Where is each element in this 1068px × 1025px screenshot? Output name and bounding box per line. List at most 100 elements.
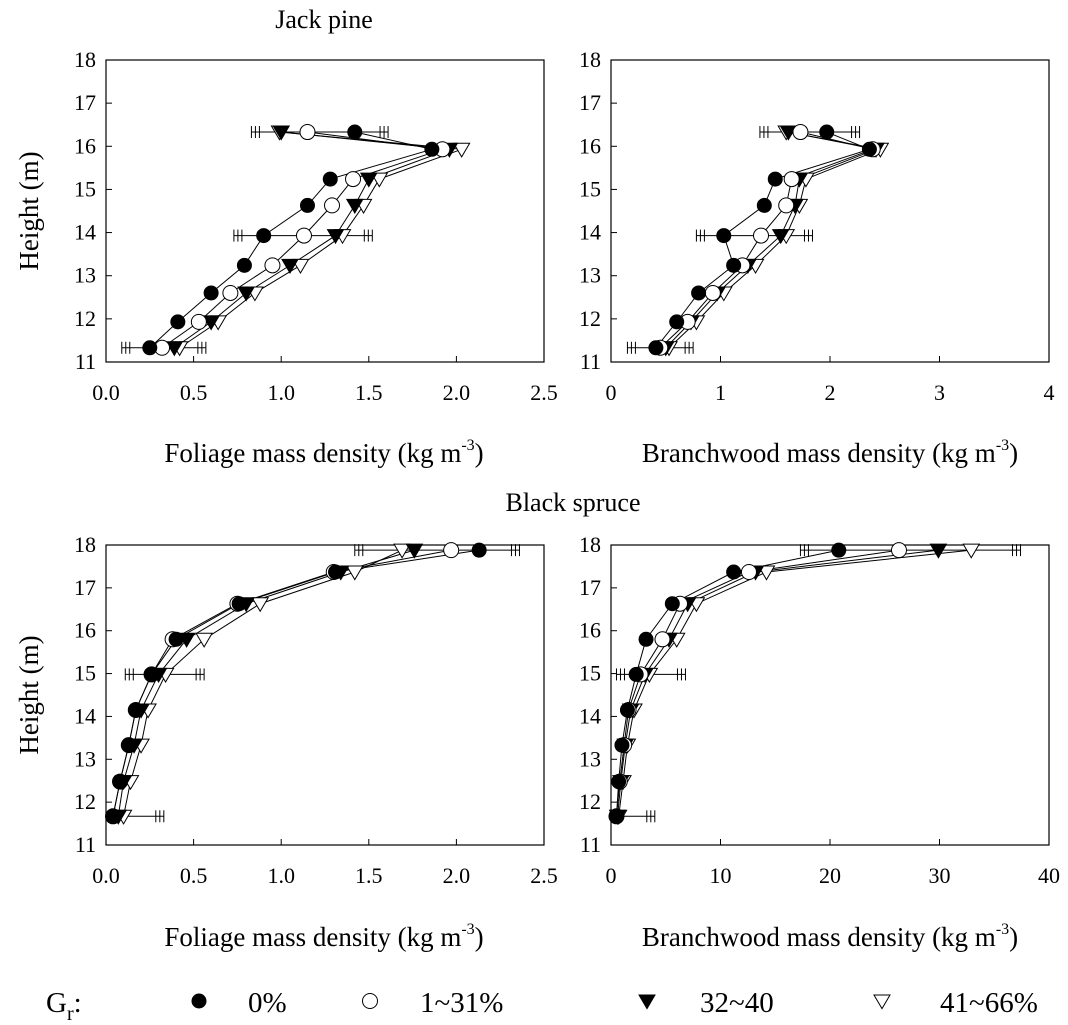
data-point [322, 171, 338, 187]
data-point [190, 313, 207, 330]
data-point [962, 543, 981, 559]
x-tick-label: 30 [929, 863, 951, 888]
data-point [608, 808, 624, 824]
series-line-1 [149, 131, 433, 349]
x-axis-label-main: Branchwood mass density (kg m [642, 922, 996, 952]
y-tick-label: 14 [74, 703, 96, 728]
x-axis-label: Foliage mass density (kg m-3) [164, 921, 483, 952]
y-tick-label: 18 [579, 532, 601, 557]
x-tick-label: 0.0 [92, 380, 120, 405]
data-point [740, 564, 757, 580]
x-tick-label: 2 [825, 380, 836, 405]
data-point [611, 774, 627, 790]
x-axis-label-superscript: -3 [461, 437, 474, 454]
y-tick-label: 15 [74, 661, 96, 686]
y-tick-label: 13 [74, 746, 96, 771]
data-point [121, 737, 137, 753]
legend-title: Gr: [46, 987, 82, 1025]
legend-marker-3 [638, 994, 656, 1010]
plot-frame [610, 544, 1050, 846]
x-tick-label: 1.5 [355, 863, 383, 888]
panel-4: 11 12 13 14 15 16 17 18 0 10 20 30 40 Branchwood mass… [579, 532, 1060, 952]
y-tick-label: 16 [74, 133, 96, 158]
x-tick-label: 1.5 [355, 380, 383, 405]
x-tick-label: 2.0 [443, 380, 471, 405]
data-point [648, 340, 664, 356]
data-point [669, 314, 685, 330]
y-tick-label: 15 [579, 661, 601, 686]
x-tick-label: 0.5 [180, 380, 208, 405]
data-point [256, 228, 272, 244]
panel-3: Black spruce 11 12 13 14 15 16 17 18 0.0 0.5 1.0 1.5… [14, 488, 641, 952]
data-point [328, 564, 344, 580]
data-point [638, 631, 654, 647]
plot-frame [105, 59, 545, 363]
x-tick-label: 0 [606, 863, 617, 888]
x-tick-label: 4 [1044, 380, 1055, 405]
y-tick-label: 15 [74, 176, 96, 201]
y-tick-label: 17 [579, 90, 601, 115]
data-point [767, 171, 783, 187]
data-point [628, 666, 644, 682]
x-axis-label-end: ) [1009, 438, 1018, 468]
y-tick-label: 16 [74, 618, 96, 643]
y-tick-label: 11 [580, 832, 601, 857]
data-point [264, 257, 281, 274]
series-line-2 [615, 549, 900, 817]
data-point [168, 631, 184, 647]
x-tick-label: 3 [934, 380, 945, 405]
x-tick-label: 2.5 [530, 380, 558, 405]
series-line-4 [618, 549, 972, 817]
data-point [393, 543, 411, 559]
x-axis-label-main: Branchwood mass density (kg m [642, 438, 996, 468]
y-tick-label: 13 [579, 746, 601, 771]
y-axis-label: Height (m) [14, 635, 44, 754]
data-point [272, 125, 291, 141]
legend-marker-4 [873, 994, 891, 1010]
y-tick-label: 14 [579, 703, 601, 728]
x-tick-label: 20 [819, 863, 841, 888]
x-tick-label: 1.0 [267, 863, 295, 888]
data-point [165, 341, 184, 357]
data-point [471, 542, 487, 558]
legend-label-4: 41~66% [940, 987, 1038, 1019]
data-point [726, 564, 742, 580]
y-tick-label: 12 [579, 306, 601, 331]
data-point [792, 124, 809, 141]
y-tick-label: 11 [580, 349, 601, 374]
x-tick-label: 40 [1038, 863, 1060, 888]
y-tick-label: 14 [579, 220, 601, 245]
data-point [237, 286, 256, 302]
data-point [170, 314, 186, 330]
data-point [424, 141, 440, 157]
data-point [716, 228, 732, 244]
y-tick-label: 17 [579, 575, 601, 600]
x-axis-label-main: Foliage mass density (kg m [164, 438, 461, 468]
data-point [112, 774, 128, 790]
y-tick-label: 13 [579, 263, 601, 288]
x-tick-label: 1 [715, 380, 726, 405]
data-point [281, 258, 299, 274]
x-axis-label-superscript: -3 [461, 921, 474, 938]
data-point [231, 596, 247, 612]
y-tick-label: 11 [75, 832, 96, 857]
panel-1: Jack pine 11 12 13 14 15 16 17 18 0.0 0.5 1.0 1.5 2.0… [14, 5, 558, 468]
data-point [324, 197, 341, 214]
data-point [345, 198, 364, 214]
data-point [614, 737, 630, 753]
data-point [326, 229, 345, 245]
data-point [779, 125, 798, 141]
legend-label-2: 1~31% [420, 987, 503, 1019]
series-line-4 [123, 549, 403, 817]
legend-marker-2 [362, 993, 378, 1009]
data-point [251, 597, 270, 613]
x-tick-label: 0.5 [180, 863, 208, 888]
data-point [203, 285, 219, 301]
x-tick-label: 10 [710, 863, 732, 888]
data-point [757, 565, 776, 581]
data-point [359, 172, 378, 188]
data-point [929, 543, 948, 559]
data-point [405, 543, 424, 559]
data-point [778, 197, 795, 214]
